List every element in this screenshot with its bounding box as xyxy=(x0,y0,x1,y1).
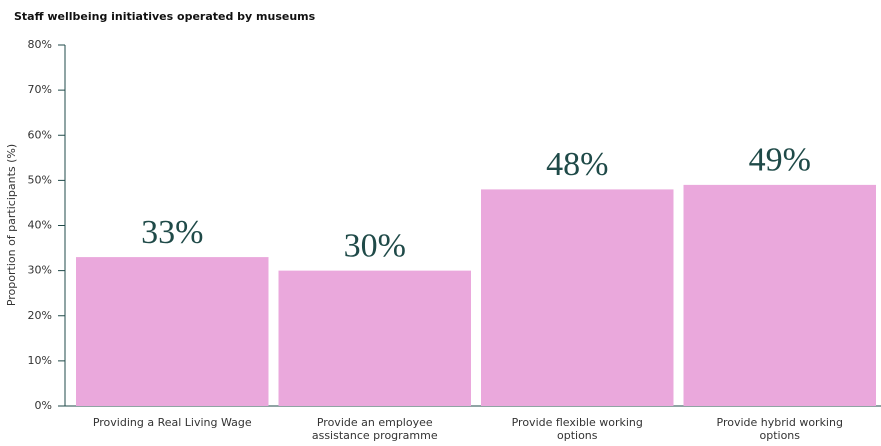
bar xyxy=(278,270,471,406)
y-tick-label: 70% xyxy=(28,83,52,96)
bar xyxy=(76,257,269,406)
chart-title: Staff wellbeing initiatives operated by … xyxy=(14,10,316,23)
y-tick-label: 0% xyxy=(35,399,52,412)
value-label: 30% xyxy=(344,227,406,264)
bar xyxy=(683,184,876,406)
x-tick-label: Provide hybrid working options xyxy=(716,416,843,442)
y-tick-label: 20% xyxy=(28,309,52,322)
bar xyxy=(481,189,674,406)
value-label: 33% xyxy=(141,214,203,251)
x-tick-label: Provide an employee assistance programme xyxy=(311,416,438,442)
value-label: 49% xyxy=(749,142,811,179)
x-tick-label: Provide flexible working options xyxy=(511,416,643,442)
x-tick-label: Providing a Real Living Wage xyxy=(92,416,252,429)
y-axis-label: Proportion of participants (%) xyxy=(5,144,18,306)
y-tick-label: 80% xyxy=(28,38,52,51)
y-tick-label: 40% xyxy=(28,219,52,232)
value-label: 48% xyxy=(546,146,608,183)
y-tick-label: 30% xyxy=(28,264,52,277)
y-tick-label: 50% xyxy=(28,173,52,186)
y-tick-label: 60% xyxy=(28,128,52,141)
y-tick-label: 10% xyxy=(28,354,52,367)
